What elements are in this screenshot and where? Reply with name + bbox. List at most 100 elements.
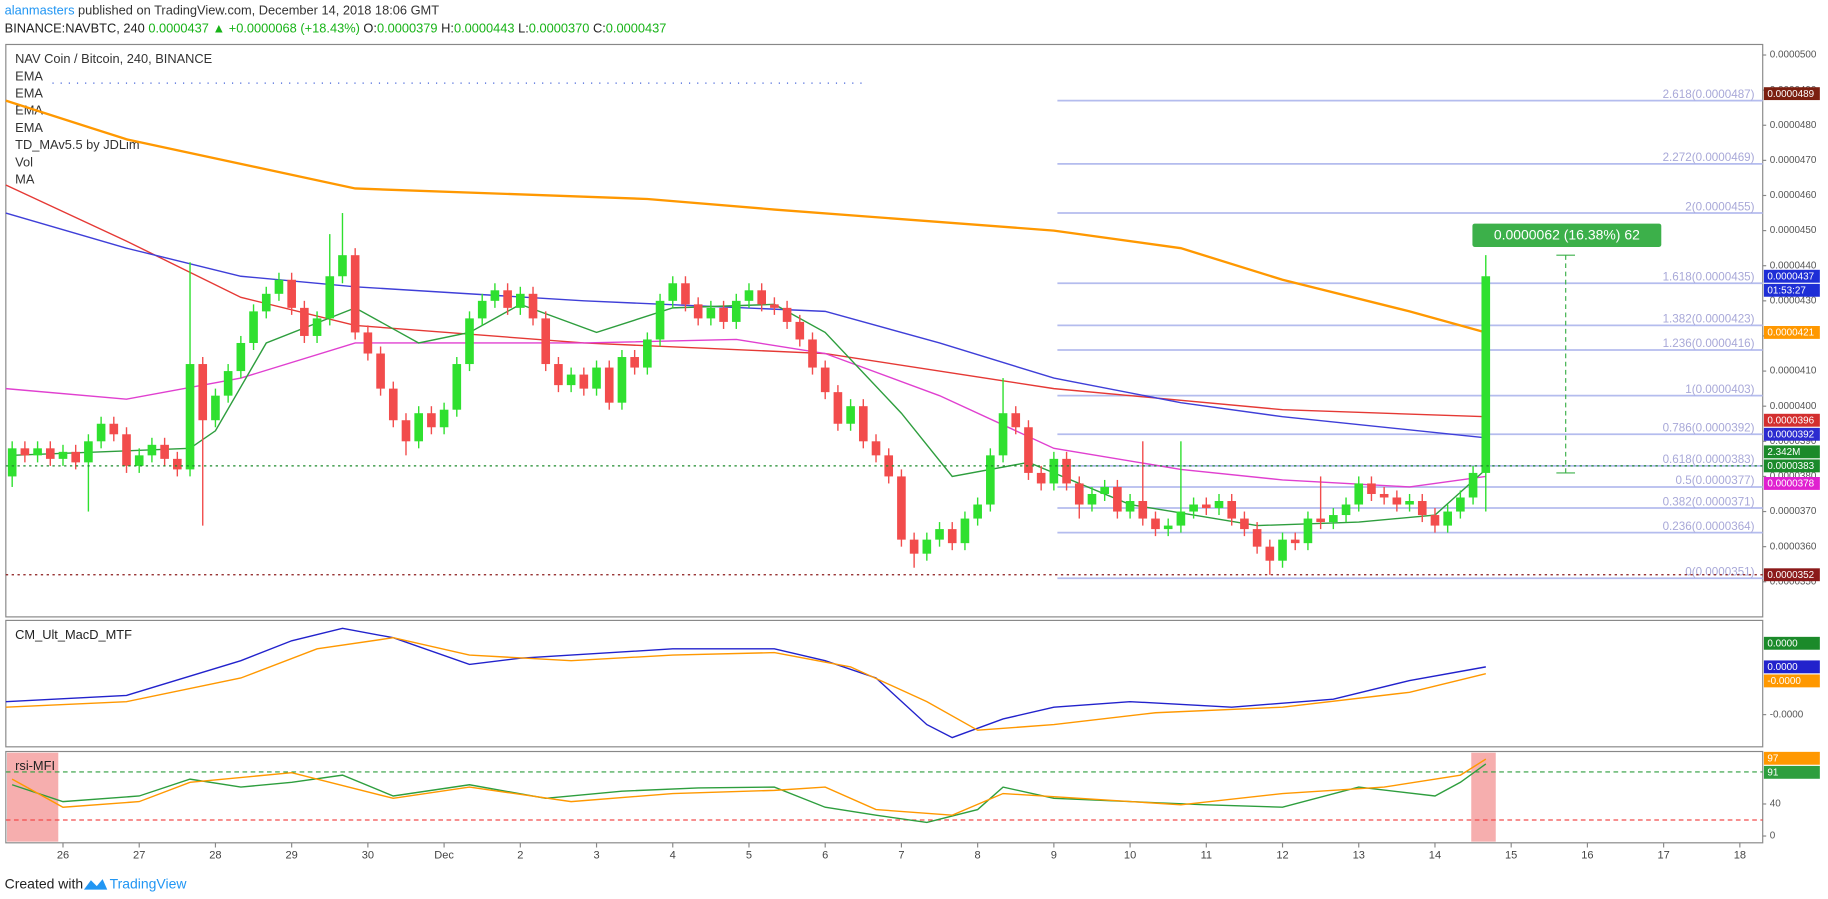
candle-body	[490, 290, 500, 301]
y-tick-label: 0.0000440	[1770, 260, 1817, 271]
candle-body	[731, 300, 741, 322]
candle-body	[1214, 501, 1224, 509]
legend-item: EMA	[15, 85, 43, 100]
price-box	[1763, 326, 1820, 339]
candle-body	[1201, 504, 1211, 509]
candle-body	[973, 504, 982, 519]
candle-body	[1316, 518, 1325, 523]
candle-body	[147, 444, 157, 456]
author[interactable]: alanmasters	[5, 3, 75, 18]
candle-body	[1468, 472, 1478, 498]
macd-title: CM_Ult_MacD_MTF	[15, 627, 132, 642]
countdown: 01:53:27	[1767, 286, 1806, 297]
ohlc-value: 0.0000443	[454, 21, 515, 36]
candle-body	[1100, 486, 1109, 494]
candle-body	[452, 364, 462, 410]
legend-item: EMA	[15, 68, 43, 83]
candle-body	[1227, 501, 1237, 519]
price-box	[1763, 87, 1820, 101]
fib-label: 1(0.0000403)	[1685, 383, 1754, 396]
indicator-line	[5, 637, 1486, 731]
candle-body	[681, 283, 690, 305]
candle-body	[820, 367, 830, 393]
candle-body	[604, 367, 614, 403]
candle-body	[922, 539, 932, 554]
x-tick-label: 16	[1581, 850, 1593, 862]
x-tick-label: 6	[822, 850, 828, 862]
x-tick-label: 4	[670, 850, 676, 862]
last-box	[1763, 751, 1820, 765]
volume-label-box	[1763, 445, 1820, 459]
candle-body	[185, 364, 195, 470]
candle-body	[1151, 518, 1160, 530]
ohlc-key: O:	[363, 21, 377, 36]
y-tick-label: 0	[1770, 831, 1776, 842]
candle-body	[960, 518, 970, 544]
candle-body	[1405, 501, 1414, 505]
x-tick-label: 27	[133, 850, 145, 862]
last: 0.0000437	[148, 21, 212, 36]
price-box	[1763, 269, 1820, 283]
candle-body	[1011, 413, 1021, 428]
candle-body	[744, 290, 754, 301]
rsi-title: rsi-MFI	[15, 758, 55, 773]
candle-body	[1240, 518, 1249, 530]
y-tick-label: 0.0000380	[1770, 471, 1817, 482]
price-box	[1763, 568, 1820, 582]
x-tick-label: 10	[1124, 850, 1136, 862]
x-tick-label: 7	[898, 850, 904, 862]
candle-body	[134, 455, 144, 466]
candle-body	[1278, 539, 1287, 561]
y-tick-label: 0.0000410	[1770, 366, 1817, 377]
candle-body	[643, 339, 652, 368]
y-tick-label: 0.0000400	[1770, 401, 1817, 412]
candle-body	[757, 290, 766, 305]
x-tick-label: 29	[286, 850, 298, 862]
x-tick-label: 2	[517, 850, 523, 862]
candle-body	[1303, 518, 1313, 544]
tv-logo	[83, 879, 108, 890]
legend-item: MA	[15, 172, 35, 187]
candle-body	[439, 409, 449, 428]
candle-body	[274, 279, 284, 294]
candle-body	[566, 374, 576, 386]
rsi-pane	[5, 750, 1764, 844]
candle-body	[1354, 483, 1364, 505]
price-label: 0.0000437	[1767, 271, 1814, 282]
x-tick-label: 12	[1276, 850, 1288, 862]
candle-body	[1265, 546, 1275, 561]
published: published on TradingView.com, December 1…	[74, 3, 439, 18]
y-tick-label: 0.0000360	[1770, 541, 1817, 552]
candle-body	[630, 357, 639, 368]
candle-body	[223, 371, 233, 396]
measure-label: 0.0000062 (16.38%) 62	[1494, 227, 1640, 243]
fib-label: 1.236(0.0000416)	[1663, 337, 1755, 350]
main-pane	[5, 43, 1764, 618]
candle-body	[287, 279, 296, 308]
price-label: 0.0000378	[1767, 479, 1814, 490]
fib-label: 0.236(0.0000364)	[1663, 520, 1755, 533]
price-label: 0.0000489	[1767, 89, 1814, 100]
footer-brand[interactable]: TradingView	[110, 876, 188, 892]
x-tick-label: 28	[209, 850, 221, 862]
candle-body	[1189, 504, 1198, 512]
legend-item: Vol	[15, 154, 33, 169]
y-tick-label: 0.0000480	[1770, 120, 1817, 131]
candle-body	[312, 318, 322, 336]
x-tick-label: 9	[1051, 850, 1057, 862]
candle-body	[1481, 276, 1491, 473]
candle-body	[1252, 529, 1262, 547]
candle-body	[693, 304, 703, 319]
volume-label: 2.342M	[1767, 447, 1800, 458]
candle-body	[528, 293, 538, 319]
price-box	[1763, 477, 1820, 490]
countdown-box	[1763, 283, 1820, 297]
candle-body	[909, 539, 919, 554]
candle-body	[198, 364, 208, 421]
last-label: 91	[1767, 768, 1778, 779]
fib-label: 2.618(0.0000487)	[1663, 88, 1755, 101]
legend-item: TD_MAv5.5 by JDLim	[15, 137, 139, 152]
fib-label: 1.382(0.0000423)	[1663, 313, 1755, 326]
